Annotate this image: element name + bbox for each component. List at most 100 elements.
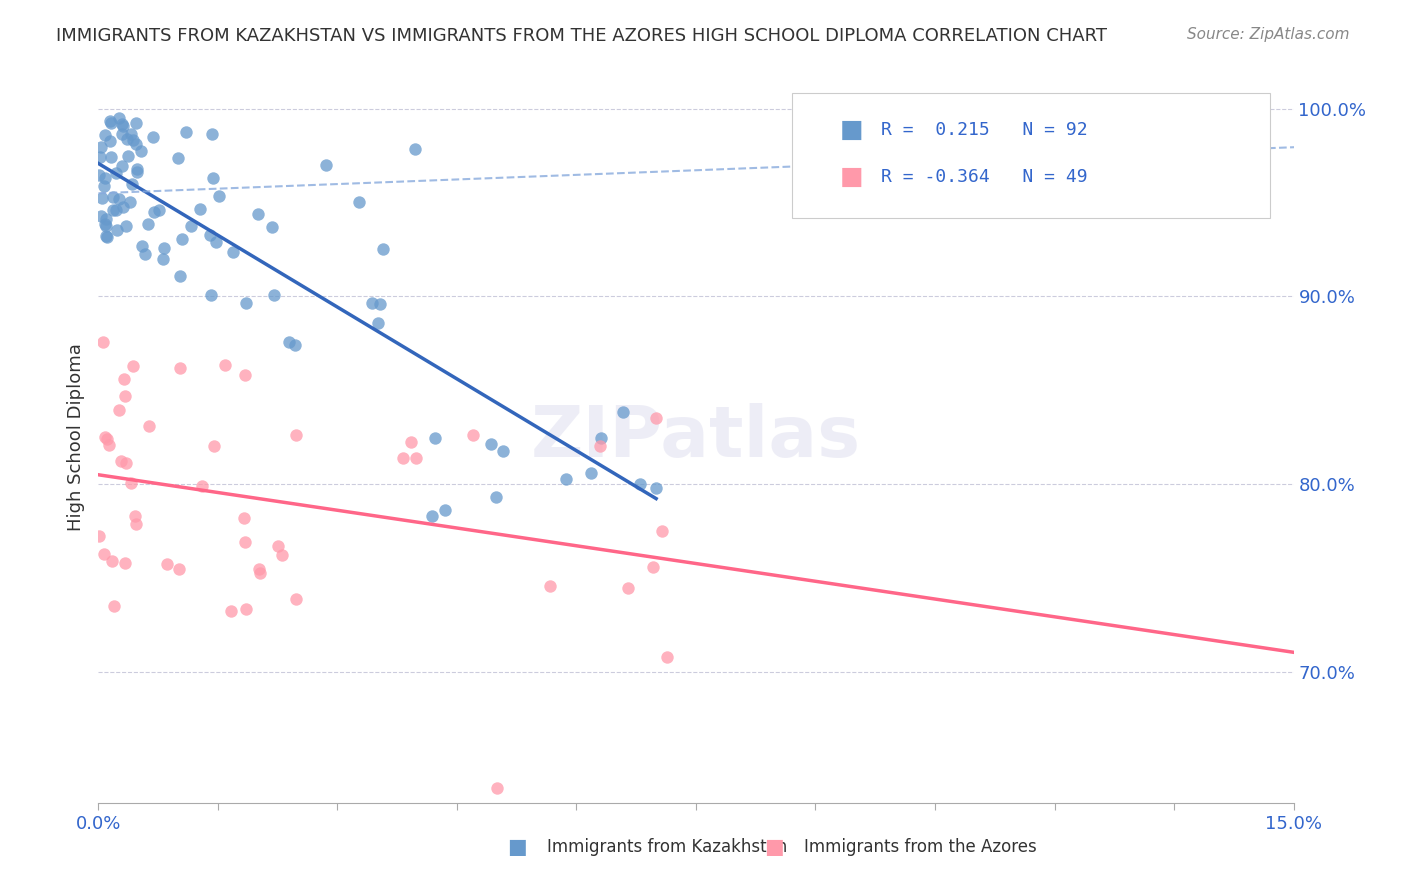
Point bbox=[129, 144, 152, 158]
Point bbox=[134, 247, 156, 261]
Point bbox=[100, 115, 122, 129]
Point bbox=[555, 472, 578, 486]
Point bbox=[101, 554, 124, 568]
Point bbox=[110, 454, 132, 468]
Point bbox=[278, 334, 301, 349]
Point bbox=[233, 511, 256, 525]
Point bbox=[100, 150, 122, 164]
Point bbox=[399, 435, 422, 450]
Point bbox=[405, 451, 427, 466]
Point bbox=[260, 219, 283, 234]
Point bbox=[617, 581, 640, 595]
Point bbox=[371, 242, 394, 256]
Point bbox=[91, 334, 114, 349]
Point bbox=[190, 479, 212, 493]
Text: R = -0.364   N = 49: R = -0.364 N = 49 bbox=[882, 169, 1088, 186]
Point bbox=[271, 548, 294, 562]
Text: ■: ■ bbox=[839, 165, 863, 189]
Point bbox=[96, 212, 118, 227]
Point bbox=[391, 450, 413, 465]
Point bbox=[222, 244, 245, 259]
Point bbox=[651, 524, 673, 538]
Point bbox=[93, 548, 115, 562]
Point bbox=[94, 229, 117, 244]
Point bbox=[485, 490, 508, 504]
Point bbox=[111, 160, 134, 174]
Point bbox=[235, 534, 257, 549]
Point bbox=[214, 358, 236, 372]
Point bbox=[198, 227, 221, 242]
Point bbox=[263, 288, 285, 302]
Point bbox=[591, 432, 613, 446]
Point bbox=[202, 439, 225, 453]
Point bbox=[104, 166, 127, 180]
Point bbox=[94, 128, 117, 142]
Point bbox=[111, 117, 134, 131]
Point bbox=[90, 209, 112, 223]
Point bbox=[120, 476, 142, 491]
Point bbox=[485, 780, 508, 795]
Point bbox=[114, 219, 136, 233]
Point bbox=[94, 430, 117, 444]
Point bbox=[97, 437, 120, 451]
Point bbox=[461, 428, 484, 442]
Point bbox=[156, 557, 179, 571]
Text: Source: ZipAtlas.com: Source: ZipAtlas.com bbox=[1187, 27, 1350, 42]
Point bbox=[202, 170, 225, 185]
Point bbox=[93, 218, 115, 232]
Point bbox=[120, 127, 142, 141]
Point bbox=[114, 556, 136, 570]
Point bbox=[204, 235, 226, 249]
Point bbox=[125, 164, 148, 178]
Point bbox=[115, 132, 138, 146]
Point bbox=[142, 130, 165, 145]
Point bbox=[169, 361, 191, 376]
Point bbox=[167, 562, 190, 576]
Point bbox=[174, 125, 197, 139]
Point bbox=[246, 207, 269, 221]
Point bbox=[169, 269, 191, 284]
Point bbox=[114, 388, 136, 402]
Point bbox=[612, 405, 634, 419]
Text: ■: ■ bbox=[506, 837, 527, 856]
Point bbox=[235, 368, 257, 382]
Point bbox=[136, 217, 159, 231]
Point bbox=[108, 403, 131, 417]
Text: R =  0.215   N = 92: R = 0.215 N = 92 bbox=[882, 121, 1088, 139]
Point bbox=[589, 440, 612, 454]
Point bbox=[98, 134, 121, 148]
Point bbox=[166, 152, 188, 166]
Point bbox=[628, 477, 651, 491]
Text: IMMIGRANTS FROM KAZAKHSTAN VS IMMIGRANTS FROM THE AZORES HIGH SCHOOL DIPLOMA COR: IMMIGRANTS FROM KAZAKHSTAN VS IMMIGRANTS… bbox=[56, 27, 1108, 45]
Point bbox=[645, 481, 668, 495]
Point bbox=[221, 604, 243, 618]
Point bbox=[111, 201, 134, 215]
Point bbox=[96, 229, 118, 244]
Point bbox=[367, 316, 389, 330]
Point bbox=[235, 602, 257, 616]
FancyBboxPatch shape bbox=[792, 94, 1270, 218]
Point bbox=[581, 466, 603, 480]
Point bbox=[208, 188, 231, 202]
Point bbox=[148, 203, 170, 218]
Point bbox=[247, 561, 270, 575]
Point bbox=[103, 190, 125, 204]
Point bbox=[285, 592, 308, 607]
Point bbox=[131, 238, 153, 252]
Point bbox=[433, 502, 456, 516]
Point bbox=[122, 359, 145, 374]
Point bbox=[201, 127, 224, 141]
Point bbox=[98, 114, 121, 128]
Text: ZIPatlas: ZIPatlas bbox=[531, 402, 860, 472]
Point bbox=[235, 296, 257, 310]
Point bbox=[94, 219, 117, 233]
Point bbox=[152, 252, 174, 266]
Point bbox=[115, 457, 138, 471]
Point bbox=[87, 529, 110, 543]
Point bbox=[112, 372, 135, 386]
Point bbox=[420, 509, 443, 524]
Point bbox=[121, 177, 143, 191]
Point bbox=[96, 432, 118, 446]
Point bbox=[285, 427, 308, 442]
Point bbox=[170, 232, 193, 246]
